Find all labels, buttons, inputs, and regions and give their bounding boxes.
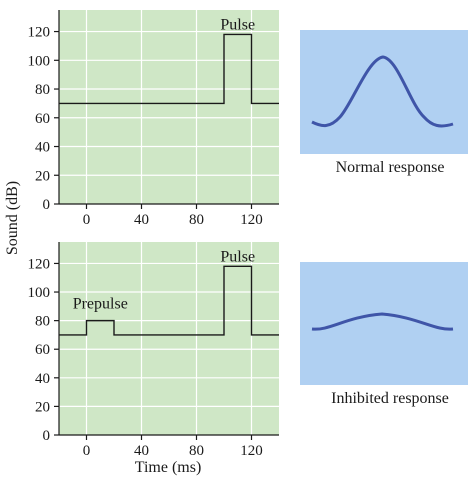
plot-background (59, 242, 279, 435)
sound-level-line (59, 265, 279, 336)
x-tick-label: 120 (240, 443, 263, 459)
sound-level-line (59, 33, 279, 105)
x-tick-label: 120 (240, 212, 263, 228)
x-tick-label: 0 (83, 443, 91, 459)
y-tick-label: 40 (35, 371, 50, 387)
x-tick-label: 40 (134, 212, 149, 228)
chart-bottom: 0 20 40 60 80 100 120 0 40 80 120 Prepulse Pulse (28, 242, 279, 459)
plot-background (59, 10, 279, 204)
response-panel-background (300, 262, 468, 385)
y-tick-label: 120 (28, 256, 51, 272)
y-tick-label: 20 (35, 168, 50, 184)
pulse-label: Pulse (220, 16, 255, 33)
response-panel-normal: Normal response (300, 30, 468, 176)
y-tick-label: 60 (35, 111, 50, 127)
pulse-label: Pulse (220, 248, 255, 265)
normal-response-caption: Normal response (336, 159, 445, 176)
y-tick-label: 120 (28, 25, 51, 41)
normal-response-curve (311, 55, 454, 128)
y-tick-label: 40 (35, 140, 50, 156)
y-tick-label: 80 (35, 82, 50, 98)
y-tick-label: 80 (35, 314, 50, 330)
response-panel-inhibited: Inhibited response (300, 262, 468, 407)
x-tick-label: 0 (83, 212, 91, 228)
y-tick-label: 100 (28, 285, 51, 301)
y-tick-label: 60 (35, 342, 50, 358)
y-tick-label: 100 (28, 53, 51, 69)
y-tick-label: 20 (35, 399, 50, 415)
x-tick-label: 40 (134, 443, 149, 459)
x-tick-label: 80 (189, 212, 204, 228)
chart-top: 0 20 40 60 80 100 120 0 40 80 120 Pulse (28, 10, 279, 228)
y-tick-label: 0 (43, 428, 51, 444)
y-axis-title: Sound (dB) (4, 181, 21, 255)
x-tick-label: 80 (189, 443, 204, 459)
prepulse-label: Prepulse (73, 296, 128, 313)
y-tick-label: 0 (43, 197, 51, 213)
x-axis-title: Time (ms) (135, 459, 202, 476)
inhibited-response-caption: Inhibited response (331, 390, 449, 407)
response-panel-background (300, 30, 468, 154)
inhibited-response-curve (311, 312, 454, 331)
